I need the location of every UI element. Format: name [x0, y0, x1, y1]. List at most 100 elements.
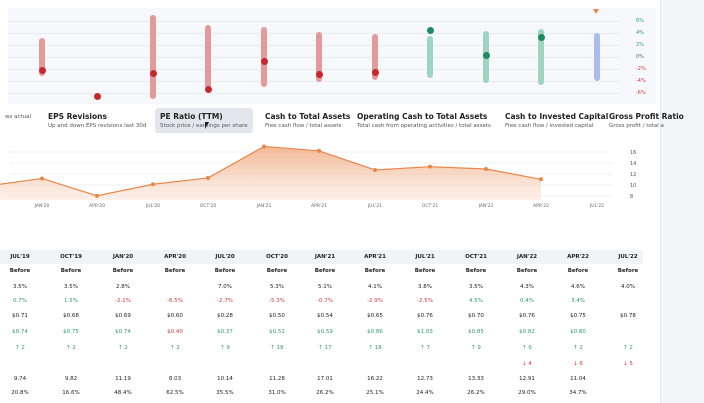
x-tick-label: APR'21: [311, 203, 327, 209]
table-cell: $0.86: [367, 329, 383, 335]
actual-dot: [149, 70, 157, 78]
metric-subtitle: Gross profit / total a: [609, 123, 664, 129]
table-cell: ↑ 2: [66, 345, 76, 351]
metric-tab[interactable]: ws actual: [0, 108, 36, 133]
column-header: OCT'20: [266, 254, 288, 260]
table-cell: $0.59: [317, 329, 333, 335]
table-cell: 62.5%: [166, 390, 184, 396]
table-cell: $0.78: [620, 313, 636, 319]
table-cell: 12.91: [519, 376, 535, 382]
table-cell: -2.5%: [417, 298, 433, 304]
actual-dot: [426, 27, 434, 34]
table-cell: $0.74: [12, 329, 28, 335]
metric-subtitle: Total cash from operating activities / t…: [357, 123, 491, 129]
range-bar: [205, 25, 211, 89]
table-cell: 29.0%: [518, 390, 536, 396]
data-point: [317, 148, 321, 153]
table-cell: ↑ 2: [118, 345, 128, 351]
table-cell: Before: [60, 268, 82, 274]
range-bar: [316, 32, 322, 82]
table-cell: Before: [617, 268, 639, 274]
table-cell: 11.28: [269, 376, 285, 382]
table-cell: 9.82: [64, 376, 78, 382]
table-cell: 9.74: [13, 376, 27, 382]
column-header: OCT'19: [60, 254, 82, 260]
column-header: JUL'19: [10, 254, 30, 260]
table-cell: Before: [567, 268, 589, 274]
actual-dot: [482, 51, 490, 59]
table-cell: $0.68: [63, 313, 79, 319]
actual-dot: [315, 71, 323, 79]
table-cell: $0.71: [12, 313, 28, 319]
table-cell: ↑ 6: [522, 345, 532, 351]
table-cell: ↑ 9: [471, 345, 481, 351]
metric-tab[interactable]: Cash to Total Assets Free cash flow / tot…: [260, 108, 355, 133]
data-point: [484, 166, 488, 171]
y-tick-label: 8: [630, 194, 633, 200]
metric-tab[interactable]: Operating Cash to Total Assets Total cash…: [352, 108, 496, 133]
metric-subtitle: Up and down EPS revisions last 30d: [48, 123, 147, 129]
table-cell: $1.03: [417, 329, 433, 335]
table-cell: $0.69: [115, 313, 131, 319]
table-cell: ↑ 9: [220, 345, 230, 351]
table-cell: ↓ 5: [623, 361, 633, 367]
table-cell: $0.40: [167, 329, 183, 335]
metric-title: Gross Profit Ratio: [609, 112, 684, 121]
metric-tab[interactable]: Cash to Invested Capital Free cash flow /…: [500, 108, 613, 133]
x-tick-label: JAN'20: [34, 203, 50, 209]
y-tick-label: 4%: [636, 30, 644, 36]
data-point: [539, 177, 543, 182]
table-cell: 5.3%: [270, 284, 284, 290]
x-tick-label: APR'20: [89, 203, 105, 209]
range-bar: [427, 36, 433, 78]
x-tick-label: JUL'21: [367, 203, 382, 209]
metric-tab[interactable]: EPS Revisions Up and down EPS revisions l…: [43, 108, 151, 133]
table-cell: ↑ 17: [318, 345, 332, 351]
actual-dot: [260, 58, 268, 66]
metric-title: EPS Revisions: [48, 112, 107, 121]
y-tick-label: -6%: [636, 90, 646, 96]
table-cell: 48.4%: [114, 390, 132, 396]
table-cell: $0.54: [317, 313, 333, 319]
data-point: [206, 175, 210, 180]
table-cell: 35.5%: [216, 390, 234, 396]
pe-ratio-area-chart: 16 14 12 10 8 JAN'20 APR'20 JUL'20 OCT'20 JAN'21 A…: [0, 144, 636, 209]
y-tick-label: 16: [630, 150, 636, 156]
range-bar: [372, 34, 378, 80]
table-cell: 34.7%: [569, 390, 587, 396]
range-bar: [261, 27, 267, 87]
table-cell: ↓ 6: [573, 361, 583, 367]
gridline: [8, 57, 620, 58]
metric-title: Operating Cash to Total Assets: [357, 112, 488, 121]
table-cell: Before: [112, 268, 134, 274]
column-header: OCT'21: [465, 254, 487, 260]
table-cell: ↑ 2: [623, 345, 633, 351]
table-cell: 3.8%: [418, 284, 432, 290]
metric-subtitle: Stock price / earnings per share: [160, 123, 248, 129]
y-tick-label: 10: [630, 183, 636, 189]
table-cell: 8.03: [168, 376, 182, 382]
gridline: [8, 33, 620, 34]
table-cell: ↑ 7: [420, 345, 430, 351]
table-cell: $0.75: [570, 313, 586, 319]
table-cell: 16.6%: [62, 390, 80, 396]
table-cell: $0.37: [217, 329, 233, 335]
table-header-band: [0, 250, 643, 264]
gridline: [8, 21, 620, 22]
table-cell: Before: [465, 268, 487, 274]
x-tick-label: APR'22: [533, 203, 549, 209]
table-cell: ↑ 2: [573, 345, 583, 351]
table-cell: $0.82: [519, 329, 535, 335]
y-tick-label: 14: [630, 161, 636, 167]
table-cell: $0.50: [269, 313, 285, 319]
table-cell: 17.01: [317, 376, 333, 382]
table-cell: 3.4%: [571, 298, 585, 304]
metric-tab[interactable]: Gross Profit Ratio Gross profit / total a: [604, 108, 689, 133]
data-point: [151, 182, 155, 187]
y-tick-label: -2%: [636, 66, 646, 72]
column-header: JAN'22: [516, 254, 538, 260]
metric-tab[interactable]: PE Ratio (TTM) Stock price / earnings per…: [155, 108, 253, 133]
table-cell: 20.8%: [11, 390, 29, 396]
table-cell: 4.5%: [469, 298, 483, 304]
metric-title: PE Ratio (TTM): [160, 112, 223, 121]
